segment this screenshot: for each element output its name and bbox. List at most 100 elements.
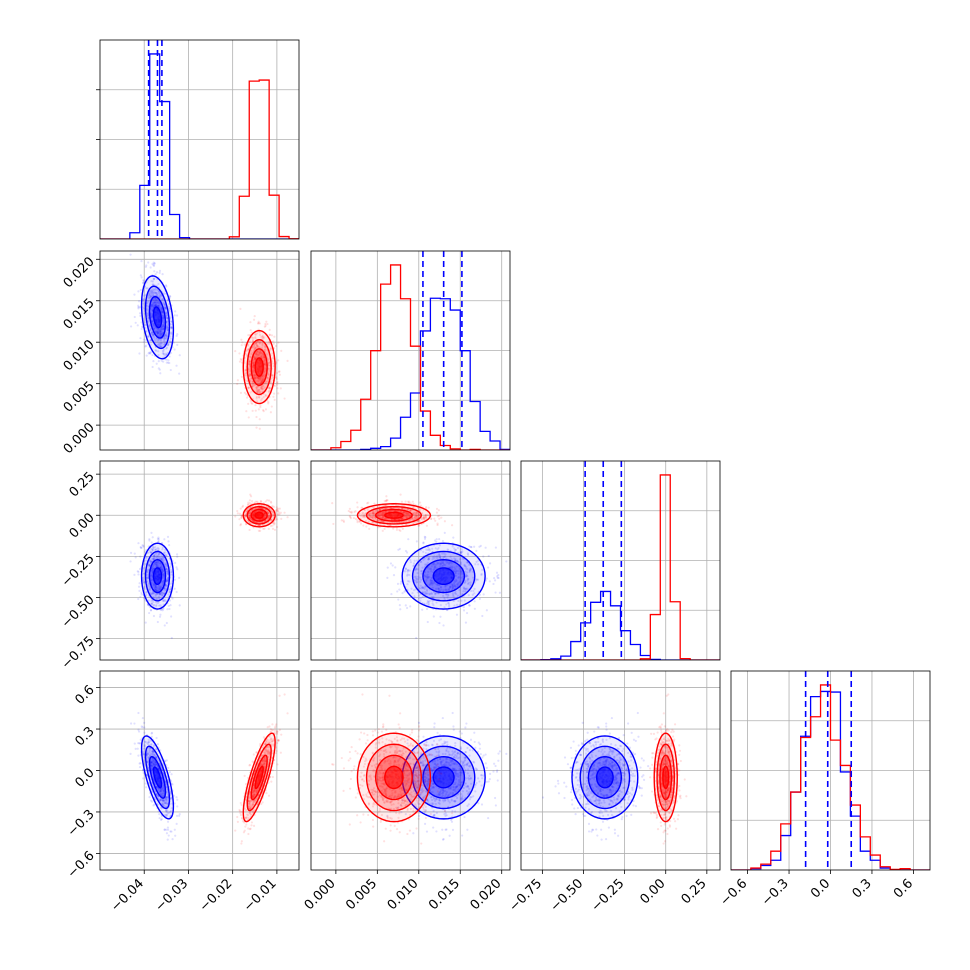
sample-point bbox=[156, 330, 159, 333]
sample-point bbox=[153, 327, 156, 330]
sample-point bbox=[259, 378, 262, 381]
sample-point bbox=[248, 364, 251, 367]
sample-point bbox=[170, 595, 173, 599]
sample-point bbox=[144, 621, 147, 624]
sample-point bbox=[274, 344, 278, 348]
sample-point bbox=[248, 511, 251, 514]
sample-point bbox=[166, 344, 169, 347]
sample-point bbox=[254, 404, 257, 407]
sample-point bbox=[156, 597, 159, 600]
sample-point bbox=[160, 556, 163, 559]
sample-point bbox=[247, 515, 251, 518]
sample-point bbox=[145, 329, 148, 333]
sample-point bbox=[158, 368, 161, 371]
sample-point bbox=[257, 379, 260, 382]
y-tick-label: −0.25 bbox=[59, 551, 98, 590]
sample-point bbox=[415, 636, 418, 640]
sample-point bbox=[161, 352, 164, 355]
sample-point bbox=[164, 551, 167, 554]
sample-point bbox=[149, 560, 152, 563]
sample-point bbox=[158, 293, 161, 296]
sample-point bbox=[460, 551, 463, 554]
sample-point bbox=[464, 621, 468, 624]
panel-1-1 bbox=[310, 250, 511, 451]
sample-point bbox=[167, 361, 170, 364]
sample-point bbox=[158, 604, 161, 607]
sample-point bbox=[152, 292, 155, 295]
sample-point bbox=[176, 343, 179, 346]
sample-point bbox=[451, 583, 454, 586]
sample-point bbox=[428, 583, 431, 586]
sample-point bbox=[154, 552, 158, 555]
sample-point bbox=[263, 349, 267, 352]
sample-point bbox=[261, 387, 264, 390]
sample-point bbox=[152, 261, 155, 264]
sample-point bbox=[157, 547, 160, 550]
sample-point bbox=[170, 636, 173, 640]
sample-point bbox=[157, 360, 160, 363]
sample-point bbox=[152, 283, 155, 286]
sample-point bbox=[165, 567, 168, 571]
sample-point bbox=[161, 319, 164, 322]
sample-point bbox=[156, 288, 159, 291]
sample-point bbox=[275, 377, 278, 381]
sample-point bbox=[255, 395, 258, 399]
sample-point bbox=[263, 325, 266, 328]
sample-point bbox=[159, 332, 162, 335]
sample-point bbox=[150, 330, 154, 334]
sample-point bbox=[144, 782, 147, 785]
sample-point bbox=[240, 361, 244, 364]
sample-point bbox=[146, 576, 149, 580]
sample-point bbox=[155, 736, 158, 740]
sample-point bbox=[156, 331, 159, 334]
sample-point bbox=[391, 564, 394, 567]
sample-point bbox=[261, 385, 265, 388]
sample-point bbox=[485, 609, 488, 612]
sample-point bbox=[154, 297, 157, 300]
sample-point bbox=[137, 573, 140, 576]
sample-point bbox=[365, 525, 368, 528]
sample-point bbox=[152, 324, 155, 327]
sample-point bbox=[157, 553, 160, 556]
sample-point bbox=[427, 506, 430, 509]
sample-point bbox=[148, 296, 152, 299]
sample-point bbox=[152, 303, 155, 306]
sample-point bbox=[173, 578, 176, 581]
sample-point bbox=[438, 621, 441, 625]
sample-point bbox=[439, 562, 442, 565]
sample-point bbox=[161, 599, 165, 603]
sample-point bbox=[159, 306, 163, 309]
sample-point bbox=[162, 608, 165, 611]
sample-point bbox=[443, 531, 446, 534]
sample-point bbox=[255, 387, 258, 390]
sample-point bbox=[381, 529, 384, 532]
sample-point bbox=[161, 609, 164, 612]
sample-point bbox=[150, 333, 154, 336]
sample-point bbox=[249, 493, 252, 496]
sample-point bbox=[154, 565, 158, 568]
sample-point bbox=[150, 574, 153, 577]
sample-point bbox=[252, 363, 255, 366]
sample-point bbox=[155, 563, 158, 566]
sample-point bbox=[498, 591, 502, 594]
sample-point bbox=[272, 364, 275, 368]
sample-point bbox=[159, 558, 163, 561]
sample-point bbox=[240, 514, 243, 517]
sample-point bbox=[169, 604, 172, 607]
sample-point bbox=[149, 312, 153, 315]
sample-point bbox=[152, 305, 155, 309]
sample-point bbox=[419, 580, 422, 584]
sample-point bbox=[272, 395, 275, 398]
sample-point bbox=[274, 509, 278, 512]
sample-point bbox=[260, 355, 263, 358]
sample-point bbox=[251, 519, 255, 522]
sample-point bbox=[420, 572, 423, 575]
sample-point bbox=[257, 354, 260, 357]
sample-point bbox=[162, 573, 165, 576]
sample-point bbox=[454, 574, 458, 577]
sample-point bbox=[249, 329, 252, 332]
sample-point bbox=[147, 582, 150, 585]
sample-point bbox=[178, 604, 181, 607]
sample-point bbox=[254, 347, 257, 350]
sample-point bbox=[153, 301, 157, 304]
